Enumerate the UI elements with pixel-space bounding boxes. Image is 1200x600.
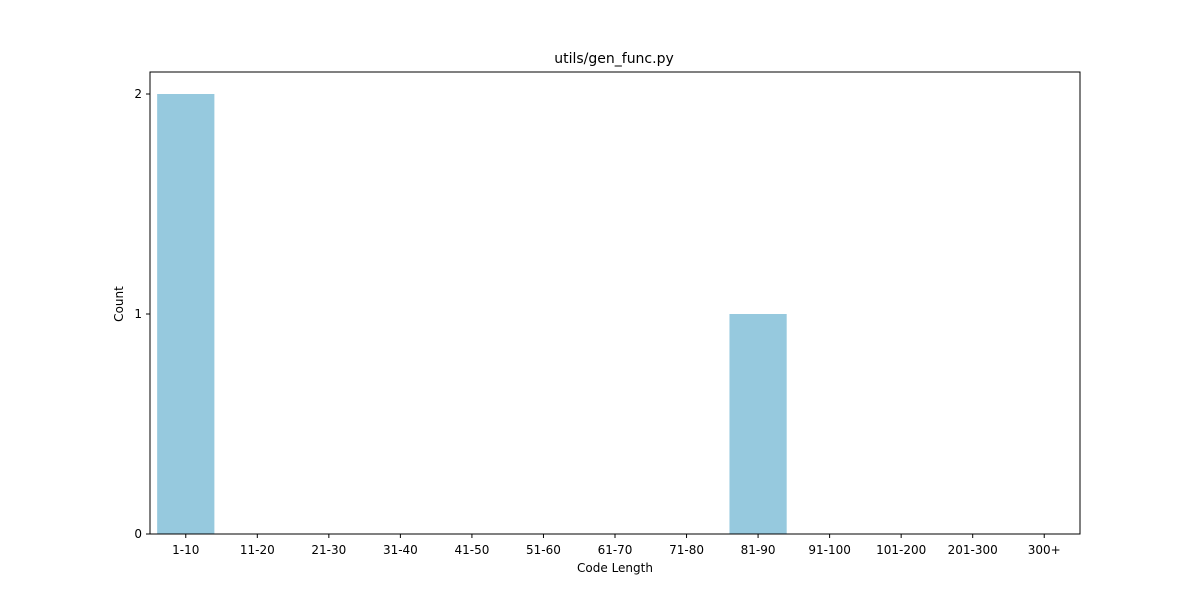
y-tick-label: 1	[134, 307, 142, 321]
x-tick-label: 61-70	[598, 543, 633, 557]
y-tick-label: 2	[134, 87, 142, 101]
x-tick-label: 41-50	[454, 543, 489, 557]
plot-frame	[149, 71, 1081, 535]
x-tick-label: 101-200	[876, 543, 926, 557]
x-tick-label: 91-100	[808, 543, 851, 557]
x-tick-label: 11-20	[240, 543, 275, 557]
x-tick-label: 81-90	[741, 543, 776, 557]
bars-group	[157, 94, 787, 534]
bar-81-90	[729, 314, 787, 534]
x-axis-label: Code Length	[577, 561, 653, 575]
x-tick-label: 21-30	[311, 543, 346, 557]
x-tick-label: 51-60	[526, 543, 561, 557]
x-axis-ticks: 1-10 11-20 21-30 31-40 41-50 51-60 61-70 71-80 8…	[172, 534, 1061, 557]
y-axis-ticks: 0 1 2	[134, 87, 150, 541]
x-tick-label: 300+	[1028, 543, 1061, 557]
x-tick-label: 1-10	[172, 543, 199, 557]
chart-title: utils/gen_func.py	[554, 51, 674, 67]
x-tick-label: 71-80	[669, 543, 704, 557]
x-tick-label: 201-300	[948, 543, 998, 557]
y-axis-label: Count	[112, 286, 126, 322]
y-tick-label: 0	[134, 527, 142, 541]
bar-1-10	[157, 94, 215, 534]
x-tick-label: 31-40	[383, 543, 418, 557]
